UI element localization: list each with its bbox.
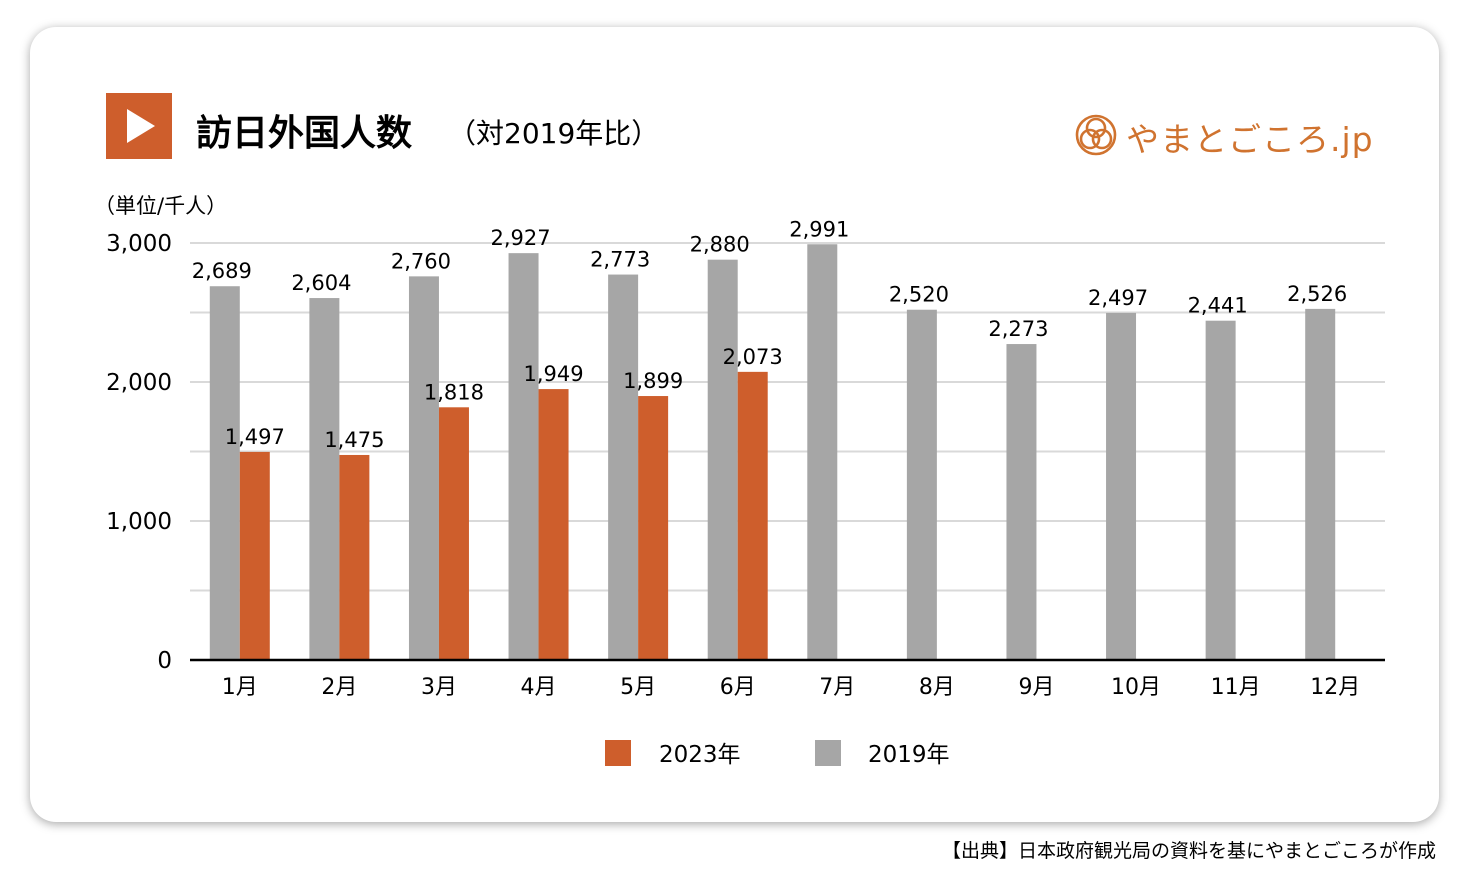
y-tick-label: 3,000	[106, 231, 172, 257]
x-tick-label: 6月	[720, 675, 756, 700]
bar-2023	[339, 454, 370, 660]
y-tick-label: 2,000	[106, 370, 172, 396]
bar-2019	[209, 286, 240, 660]
bar-2019	[1305, 308, 1336, 660]
unit-label: （単位/千人）	[94, 194, 228, 218]
source-note: 【出典】日本政府観光局の資料を基にやまとごころが作成	[941, 840, 1436, 862]
brand-logo-text: やまとごころ.jp	[1126, 120, 1374, 159]
legend-label: 2023年	[659, 742, 741, 768]
data-label-2019: 2,991	[789, 217, 849, 241]
y-tick-label: 0	[157, 648, 172, 674]
bar-2019	[906, 309, 937, 660]
data-label-2023: 1,818	[424, 380, 484, 404]
y-tick-label: 1,000	[106, 509, 172, 535]
data-label-2019: 2,497	[1088, 286, 1148, 310]
bar-2019	[1205, 320, 1236, 660]
data-label-2019: 2,520	[889, 283, 949, 307]
data-label-2023: 1,475	[324, 428, 384, 452]
legend-swatch	[815, 740, 841, 766]
bar-2023	[638, 396, 669, 660]
data-label-2019: 2,604	[291, 271, 351, 295]
data-label-2019: 2,441	[1188, 294, 1248, 318]
bar-2023	[737, 371, 768, 660]
bar-2019	[1006, 344, 1037, 660]
bar-2019	[707, 259, 738, 660]
data-label-2023: 1,497	[225, 425, 285, 449]
play-icon	[106, 93, 172, 159]
bar-2019	[408, 276, 439, 660]
x-tick-label: 1月	[222, 675, 258, 700]
bar-2019	[309, 298, 340, 660]
x-tick-label: 10月	[1111, 675, 1161, 700]
data-label-2019: 2,880	[690, 233, 750, 257]
legend-label: 2019年	[868, 742, 950, 768]
data-label-2023: 1,949	[523, 362, 583, 386]
bar-2023	[438, 407, 469, 660]
bar-2023	[239, 451, 270, 660]
x-tick-label: 9月	[1018, 675, 1054, 700]
x-tick-label: 2月	[321, 675, 357, 700]
data-label-2019: 2,689	[192, 259, 252, 283]
data-label-2019: 2,273	[988, 317, 1048, 341]
data-label-2019: 2,526	[1287, 282, 1347, 306]
data-label-2023: 2,073	[723, 345, 783, 369]
brand-logo[interactable]: やまとごころ.jp	[1074, 113, 1374, 161]
x-tick-label: 3月	[421, 675, 457, 700]
bar-2019	[807, 244, 838, 660]
data-label-2023: 1,899	[623, 369, 683, 393]
x-tick-label: 5月	[620, 675, 656, 700]
data-label-2019: 2,760	[391, 249, 451, 273]
x-tick-label: 11月	[1211, 675, 1261, 700]
chart-subtitle: （対2019年比）	[448, 117, 660, 150]
bar-2019	[508, 253, 539, 660]
legend-swatch	[605, 740, 631, 766]
chart-title: 訪日外国人数	[196, 113, 413, 154]
data-label-2019: 2,927	[490, 226, 550, 250]
knot-logo-icon	[1074, 113, 1118, 161]
x-tick-label: 8月	[919, 675, 955, 700]
x-tick-label: 7月	[819, 675, 855, 700]
bar-2023	[538, 389, 569, 660]
data-label-2019: 2,773	[590, 248, 650, 272]
bar-2019	[608, 274, 639, 660]
bar-2019	[1106, 312, 1137, 660]
x-tick-label: 4月	[521, 675, 557, 700]
x-tick-label: 12月	[1310, 675, 1360, 700]
